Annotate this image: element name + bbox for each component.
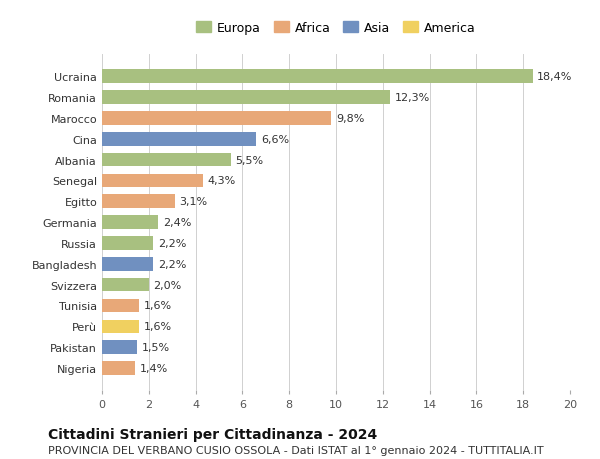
- Bar: [102, 299, 139, 313]
- Text: 12,3%: 12,3%: [395, 93, 430, 103]
- Text: 2,2%: 2,2%: [158, 238, 187, 248]
- Legend: Europa, Africa, Asia, America: Europa, Africa, Asia, America: [192, 18, 480, 38]
- Bar: [102, 361, 135, 375]
- Bar: [102, 112, 331, 125]
- Text: PROVINCIA DEL VERBANO CUSIO OSSOLA - Dati ISTAT al 1° gennaio 2024 - TUTTITALIA.: PROVINCIA DEL VERBANO CUSIO OSSOLA - Dat…: [48, 445, 544, 455]
- Bar: [102, 278, 149, 292]
- Text: 3,1%: 3,1%: [179, 197, 208, 207]
- Text: 4,3%: 4,3%: [208, 176, 236, 186]
- Bar: [102, 320, 139, 333]
- Text: 1,4%: 1,4%: [139, 363, 167, 373]
- Bar: [102, 257, 154, 271]
- Bar: [102, 195, 175, 208]
- Text: 9,8%: 9,8%: [336, 114, 364, 123]
- Text: 2,2%: 2,2%: [158, 259, 187, 269]
- Text: 6,6%: 6,6%: [261, 134, 289, 145]
- Text: 2,0%: 2,0%: [154, 280, 182, 290]
- Text: Cittadini Stranieri per Cittadinanza - 2024: Cittadini Stranieri per Cittadinanza - 2…: [48, 427, 377, 441]
- Bar: [102, 216, 158, 230]
- Text: 5,5%: 5,5%: [235, 155, 263, 165]
- Bar: [102, 91, 390, 105]
- Bar: [102, 133, 256, 146]
- Text: 18,4%: 18,4%: [537, 72, 572, 82]
- Bar: [102, 237, 154, 250]
- Bar: [102, 70, 533, 84]
- Text: 2,4%: 2,4%: [163, 218, 191, 228]
- Text: 1,5%: 1,5%: [142, 342, 170, 353]
- Text: 1,6%: 1,6%: [144, 322, 172, 331]
- Bar: [102, 174, 203, 188]
- Bar: [102, 153, 231, 167]
- Text: 1,6%: 1,6%: [144, 301, 172, 311]
- Bar: [102, 341, 137, 354]
